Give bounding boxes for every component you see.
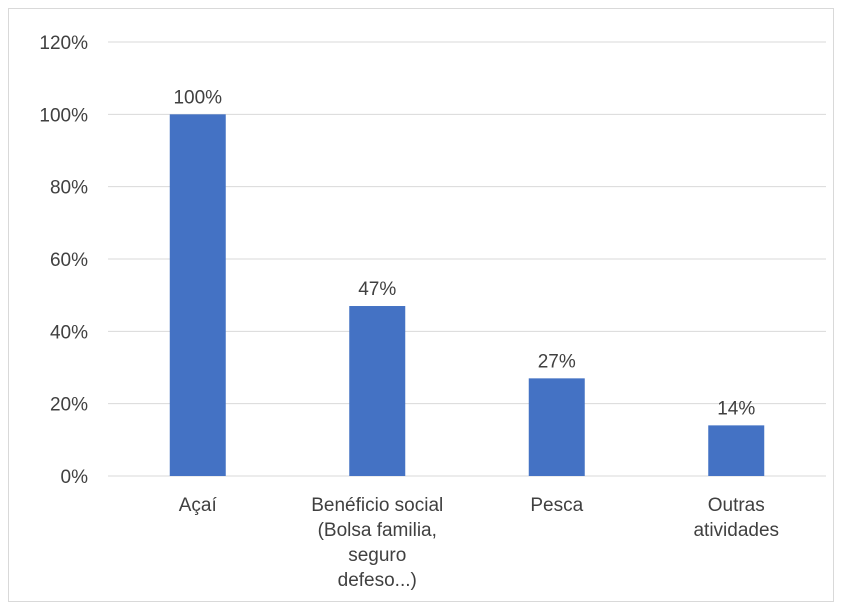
y-tick-label: 100% [39,105,88,126]
y-tick-label: 20% [50,395,88,416]
category-label: defeso...) [338,570,417,591]
bar [708,425,765,476]
y-tick-label: 40% [50,322,88,343]
data-label: 14% [717,398,755,419]
category-label: atividades [693,520,779,541]
category-label: Benéficio social [311,495,443,516]
category-label: seguro [348,545,406,566]
data-label: 47% [358,279,396,300]
chart-frame [8,8,834,602]
data-label: 27% [538,351,576,372]
category-label: Pesca [530,495,583,516]
data-label: 100% [173,87,222,108]
y-tick-label: 120% [39,33,88,54]
bar [349,306,406,476]
bar [169,114,226,476]
bar [528,378,585,476]
category-label: (Bolsa familia, [318,520,437,541]
y-tick-label: 80% [50,178,88,199]
y-tick-label: 60% [50,250,88,271]
category-label: Outras [708,495,765,516]
category-label: Açaí [179,495,218,516]
y-tick-label: 0% [61,467,89,488]
